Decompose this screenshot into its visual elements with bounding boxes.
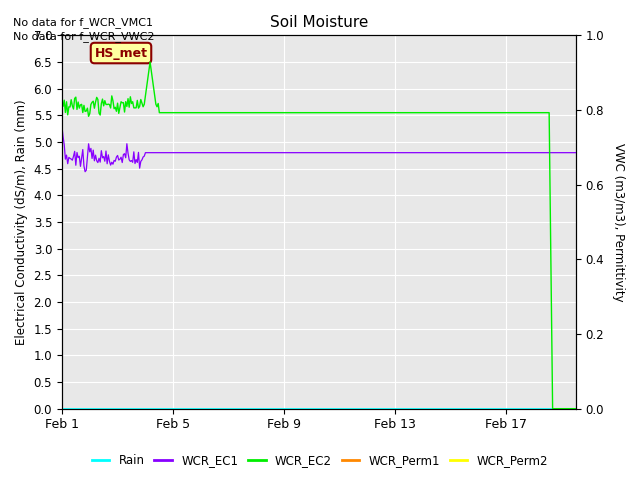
Y-axis label: VWC (m3/m3), Permittivity: VWC (m3/m3), Permittivity	[612, 143, 625, 301]
Text: HS_met: HS_met	[95, 47, 147, 60]
Text: No data for f_WCR_VWC2: No data for f_WCR_VWC2	[13, 31, 154, 42]
Title: Soil Moisture: Soil Moisture	[269, 15, 368, 30]
Legend: Rain, WCR_EC1, WCR_EC2, WCR_Perm1, WCR_Perm2: Rain, WCR_EC1, WCR_EC2, WCR_Perm1, WCR_P…	[87, 449, 553, 472]
Text: No data for f_WCR_VMC1: No data for f_WCR_VMC1	[13, 17, 153, 28]
Y-axis label: Electrical Conductivity (dS/m), Rain (mm): Electrical Conductivity (dS/m), Rain (mm…	[15, 99, 28, 345]
